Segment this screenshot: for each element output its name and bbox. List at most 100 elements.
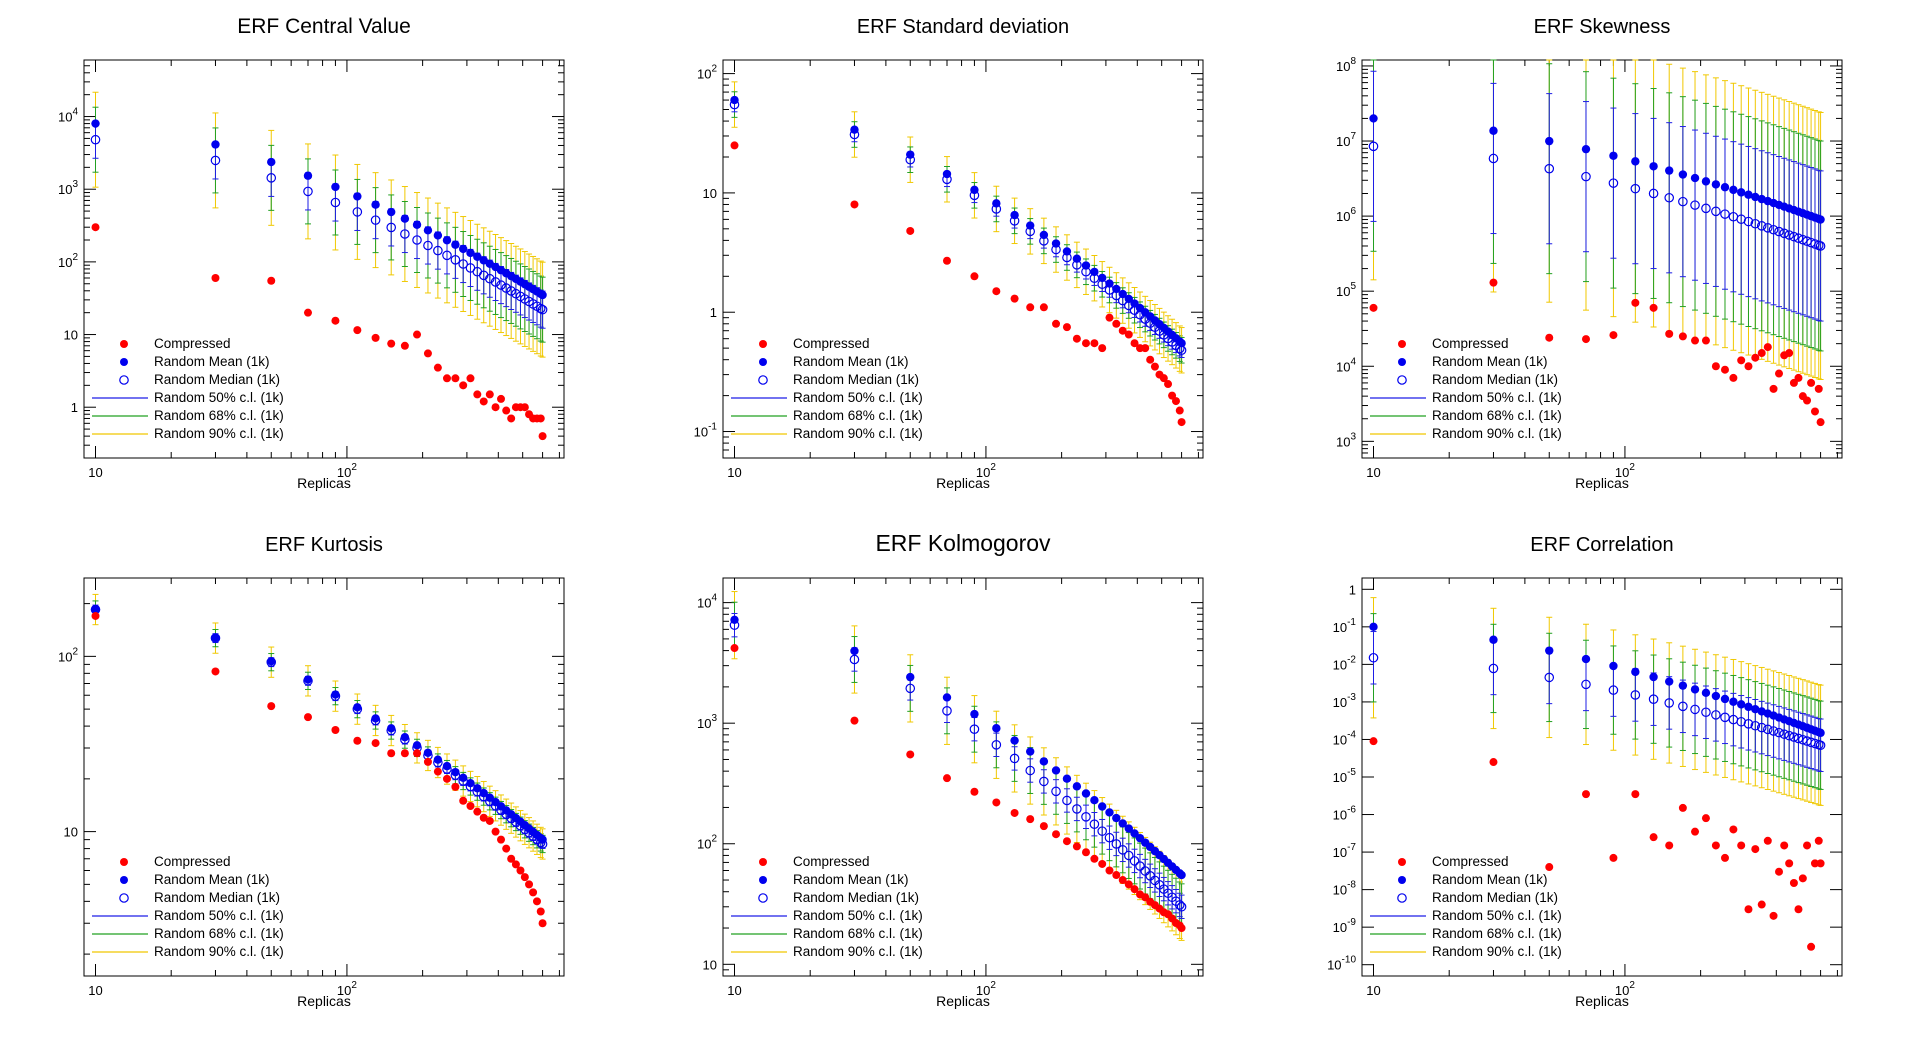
compressed-point — [1814, 384, 1823, 393]
cl50-error-bar — [1770, 154, 1777, 306]
y-tick-label: 103 — [58, 179, 78, 197]
compressed-point — [507, 414, 516, 423]
median-point — [942, 706, 952, 716]
median-point — [1097, 826, 1107, 836]
legend-item-median: Random Median (1k) — [1397, 890, 1558, 905]
cl50-error-bar — [1679, 126, 1686, 278]
compressed-point — [1175, 406, 1184, 415]
cl50-error-bar — [993, 732, 1000, 757]
median-point — [1815, 740, 1826, 751]
median-point — [1779, 729, 1790, 739]
median-point — [458, 259, 468, 269]
mean-point — [1118, 289, 1127, 299]
median-point — [1009, 753, 1020, 764]
mean-point — [1720, 694, 1730, 704]
median-point — [90, 134, 101, 145]
y-tick-label: 1 — [71, 400, 78, 415]
mean-point — [942, 693, 952, 702]
mean-point — [1751, 704, 1760, 714]
median-point — [1774, 226, 1784, 237]
compressed-point — [1729, 373, 1738, 382]
legend: Compressed Random Mean (1k) Random Median … — [1370, 854, 1562, 959]
legend-label: Random Mean (1k) — [154, 872, 270, 887]
compressed-point — [942, 256, 951, 265]
y-tick-label: 102 — [58, 252, 78, 270]
cl50-error-bar — [1764, 152, 1771, 304]
median-point — [1368, 652, 1379, 663]
median-point — [1581, 679, 1591, 690]
legend-label: Random Median (1k) — [154, 372, 280, 387]
compressed-point — [473, 390, 482, 399]
mean-point — [1711, 691, 1721, 701]
legend-item-cl90: Random 90% c.l. (1k) — [731, 426, 923, 441]
compressed-point — [520, 873, 529, 882]
median-point — [506, 286, 516, 296]
mean-point — [91, 119, 100, 128]
plot-frame — [722, 577, 1204, 977]
cl50-error-bar — [1790, 161, 1797, 313]
mean-point — [1090, 267, 1099, 277]
mean-point — [1118, 819, 1127, 828]
mean-point — [433, 231, 443, 240]
compressed-point — [1678, 332, 1687, 341]
compressed-point — [1729, 825, 1738, 834]
legend-item-cl68: Random 68% c.l. (1k) — [92, 926, 284, 941]
compressed-point — [433, 767, 442, 776]
cl50-error-bar — [1781, 157, 1788, 309]
legend-label: Random Mean (1k) — [793, 354, 909, 369]
compressed-point — [1130, 885, 1139, 894]
median-point — [1768, 726, 1779, 736]
legend-item-cl50: Random 50% c.l. (1k) — [1370, 390, 1562, 405]
cl50-error-bar — [1119, 837, 1126, 863]
legend-label: Random Median (1k) — [793, 890, 919, 905]
legend-swatch — [120, 858, 128, 866]
mean-point — [1701, 688, 1711, 698]
compressed-point — [1118, 876, 1127, 885]
chart-svg: ERF Kolmogorov 10 102 10 102 103 104 Replicas Co… — [697, 530, 1204, 1009]
mean-point — [1649, 162, 1658, 171]
mean-point — [473, 784, 482, 793]
median-point — [1025, 765, 1036, 776]
mean-point — [1105, 808, 1114, 817]
median-point — [330, 197, 341, 208]
legend-item-cl50: Random 50% c.l. (1k) — [731, 390, 923, 405]
legend: Compressed Random Mean (1k) Random Median … — [731, 336, 923, 441]
mean-point — [423, 748, 433, 757]
mean-point — [1010, 736, 1019, 745]
median-point — [1762, 724, 1773, 735]
y-tick-label: 108 — [1336, 56, 1356, 74]
compressed-point — [730, 141, 739, 150]
compressed-point — [1039, 822, 1048, 831]
legend-label: Random 50% c.l. (1k) — [154, 908, 284, 923]
chart-svg: ERF Central Value 10 102 1 10 102 103 104 Replic… — [58, 15, 565, 491]
mean-point — [1581, 144, 1591, 154]
mean-point — [1112, 284, 1121, 294]
mean-point — [850, 125, 859, 134]
median-point — [1701, 203, 1711, 214]
legend-label: Random 68% c.l. (1k) — [154, 926, 284, 941]
compressed-point — [1369, 303, 1378, 312]
compressed-point — [473, 807, 482, 816]
x-tick-label: 10 — [727, 465, 741, 480]
mean-point — [1010, 210, 1019, 220]
median-point — [352, 207, 363, 217]
cl50-error-bar — [1721, 138, 1728, 290]
compressed-point — [1072, 842, 1081, 851]
x-tick-label: 102 — [976, 980, 996, 998]
mean-point — [1545, 136, 1554, 146]
legend-swatch — [119, 375, 129, 385]
y-tick-label: 10-1 — [694, 422, 718, 440]
cl50-error-bar — [1712, 135, 1719, 287]
median-point — [1648, 188, 1659, 199]
mean-point — [1631, 667, 1640, 677]
cl50-error-bar — [1758, 150, 1765, 302]
cl50-error-bar — [1582, 101, 1589, 253]
cl50-error-bar — [1776, 155, 1783, 308]
y-tick-label: 10-8 — [1333, 880, 1357, 898]
legend: Compressed Random Mean (1k) Random Median … — [92, 336, 284, 441]
cl50-error-bar — [1147, 863, 1154, 888]
x-tick-label: 10 — [88, 983, 102, 998]
cl50-error-bar — [1178, 894, 1185, 919]
cl50-error-bar — [1752, 148, 1759, 300]
mean-point — [1489, 126, 1498, 135]
